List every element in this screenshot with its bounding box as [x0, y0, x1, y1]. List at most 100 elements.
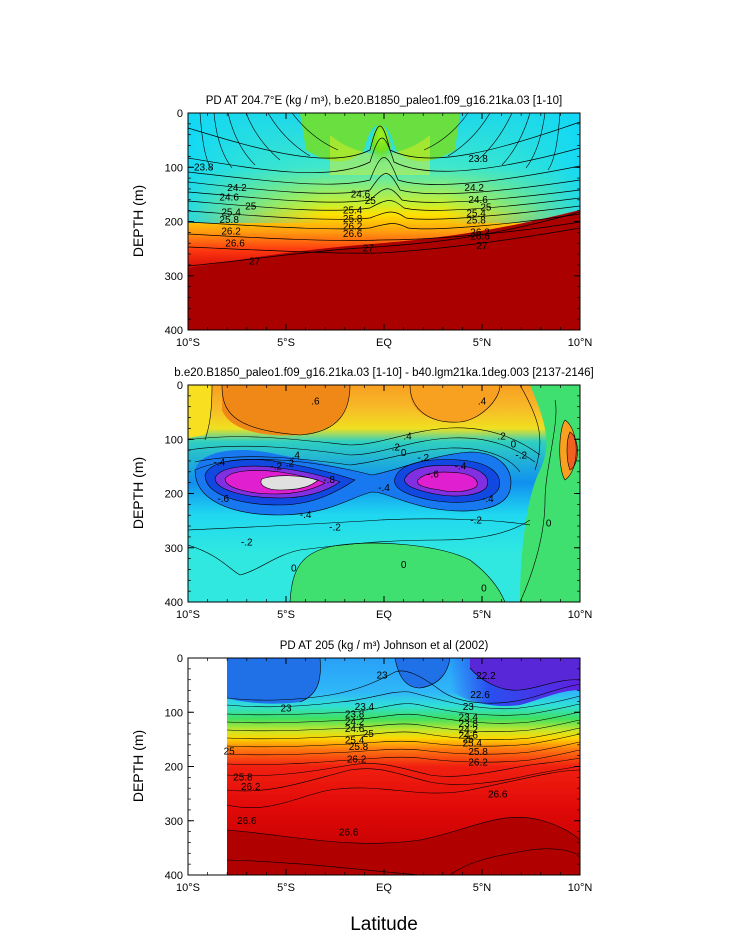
y-tick-label: 0 — [177, 108, 183, 120]
contour-label: 24.2 — [227, 183, 247, 194]
contour-label: 25 — [224, 746, 236, 757]
contour-label: 26.6 — [237, 816, 257, 827]
panel-title: PD AT 204.7°E (kg / m³), b.e20.B1850_pal… — [206, 95, 562, 107]
contour-label: 25.4 — [466, 208, 486, 219]
contour-label: 23.8 — [345, 709, 365, 720]
difference-field — [188, 385, 580, 602]
contour-label: 25.8 — [468, 747, 488, 758]
x-tick-label: 5°N — [473, 609, 492, 621]
contour-label: -.2 — [241, 537, 253, 548]
contour-label: 23.8 — [194, 162, 214, 173]
contour-label: 24.6 — [345, 724, 365, 735]
y-tick-label: 100 — [165, 434, 183, 446]
contour-label: 27 — [476, 241, 488, 252]
y-tick-label: 200 — [165, 217, 183, 229]
contour-label: 26.6 — [488, 790, 508, 801]
contour-label: -.6 — [217, 494, 229, 505]
contour-label: 23.8 — [468, 154, 488, 165]
contour-label: 25 — [480, 202, 492, 213]
contour-label: -.2 — [417, 453, 429, 464]
contour-label: 26.6 — [343, 229, 363, 240]
contour-label: 0 — [291, 563, 297, 574]
y-tick-label: 0 — [177, 653, 183, 665]
contour-label: -.4 — [455, 461, 467, 472]
contour-label: 0 — [481, 583, 487, 594]
contour-label: 25.4 — [462, 739, 482, 750]
contour-label: 27 — [249, 257, 261, 268]
y-tick-label: 300 — [165, 816, 183, 828]
y-tick-label: 300 — [165, 271, 183, 283]
y-tick-label: 200 — [165, 762, 183, 774]
contour-label: 0 — [511, 440, 517, 451]
contour-label: 25.4 — [221, 207, 241, 218]
x-tick-label: 10°N — [568, 882, 593, 894]
contour-label: 25.8 — [349, 742, 369, 753]
contour-label: 24.6 — [351, 189, 371, 200]
x-tick-label: 10°S — [176, 609, 200, 621]
y-axis-label: DEPTH (m) — [130, 730, 146, 802]
contour-label: 23.4 — [459, 713, 479, 724]
contour-label: 26.2 — [470, 227, 490, 238]
density-field — [188, 113, 580, 330]
contour-labels: .6.4.4.4.2.2.20-.2-.4 -.20 -.2-.4-.8-.6-.4… — [214, 396, 552, 594]
contour-label: 24.2 — [464, 183, 484, 194]
contour-label: 25 — [463, 734, 475, 745]
contour-label: 23 — [463, 702, 475, 713]
contour-label: 25.4 — [343, 206, 363, 217]
x-tick-label: 5°S — [277, 882, 295, 894]
contour-label: 24.2 — [345, 717, 365, 728]
contour-label: -.4 — [214, 458, 226, 469]
contour-label: 26.6 — [339, 828, 359, 839]
contour-label: 27 — [363, 244, 375, 255]
y-tick-label: 200 — [165, 489, 183, 501]
x-tick-label: 5°S — [277, 609, 295, 621]
contour-label: 24.2 — [459, 725, 479, 736]
contour-label: 22.6 — [470, 690, 490, 701]
contour-label: -.4 — [300, 510, 312, 521]
contour-label: -.4 — [378, 483, 390, 494]
x-tick-label: 10°S — [176, 337, 200, 349]
contour-label: -.6 — [427, 470, 439, 481]
contour-label: .4 — [403, 432, 412, 443]
x-tick-label: 10°N — [568, 337, 593, 349]
contour-label: 23.8 — [459, 719, 479, 730]
y-tick-label: 100 — [165, 162, 183, 174]
y-tick-label: 400 — [165, 597, 183, 609]
y-tick-label: 300 — [165, 543, 183, 555]
contour-label: .6 — [311, 396, 320, 407]
contour-label: 25 — [363, 729, 375, 740]
contour-label: 25.8 — [219, 215, 239, 226]
panel-title: b.e20.B1850_paleo1.f09_g16.21ka.03 [1-10… — [174, 367, 593, 379]
axis-ticks: 10°S 5°S EQ 5°N 10°N 0 100 200 300 400 — [165, 380, 593, 621]
contour-label: 24.6 — [468, 195, 488, 206]
contour-label: -.4 — [482, 494, 494, 505]
panel-density-difference: b.e20.B1850_paleo1.f09_g16.21ka.03 [1-10… — [130, 367, 594, 621]
contour-label: .2 — [392, 442, 401, 453]
x-tick-label: EQ — [376, 337, 392, 349]
x-tick-label: EQ — [376, 882, 392, 894]
contour-label: 23 — [280, 703, 292, 714]
contour-label: 23.4 — [355, 702, 375, 713]
x-tick-label: 10°S — [176, 882, 200, 894]
contour-label: 0 — [401, 448, 407, 459]
panel-observed-density: PD AT 205 (kg / m³) Johnson et al (2002) — [130, 640, 592, 894]
contour-label: 26.6 — [470, 232, 490, 243]
x-tick-label: 5°S — [277, 337, 295, 349]
y-tick-label: 100 — [165, 707, 183, 719]
contour-label: 26.2 — [347, 754, 367, 765]
contour-label: 25.8 — [233, 772, 253, 783]
contour-label: -.2 — [329, 523, 341, 534]
contour-label: 0 — [546, 518, 552, 529]
contour-label: 26.6 — [225, 239, 245, 250]
y-tick-label: 400 — [165, 325, 183, 337]
axis-ticks: 10°S 5°S EQ 5°N 10°N 0 100 200 300 400 — [165, 653, 593, 894]
observed-field — [188, 658, 580, 875]
contour-label: 25.8 — [466, 215, 486, 226]
contour-label: 25 — [245, 201, 257, 212]
contour-label: 22.2 — [476, 671, 496, 682]
contour-label: 23 — [376, 670, 388, 681]
contour-label: -.2 — [470, 516, 482, 527]
contour-label: -.2 — [270, 461, 282, 472]
y-tick-label: 400 — [165, 870, 183, 882]
contour-label: .4 — [292, 451, 301, 462]
